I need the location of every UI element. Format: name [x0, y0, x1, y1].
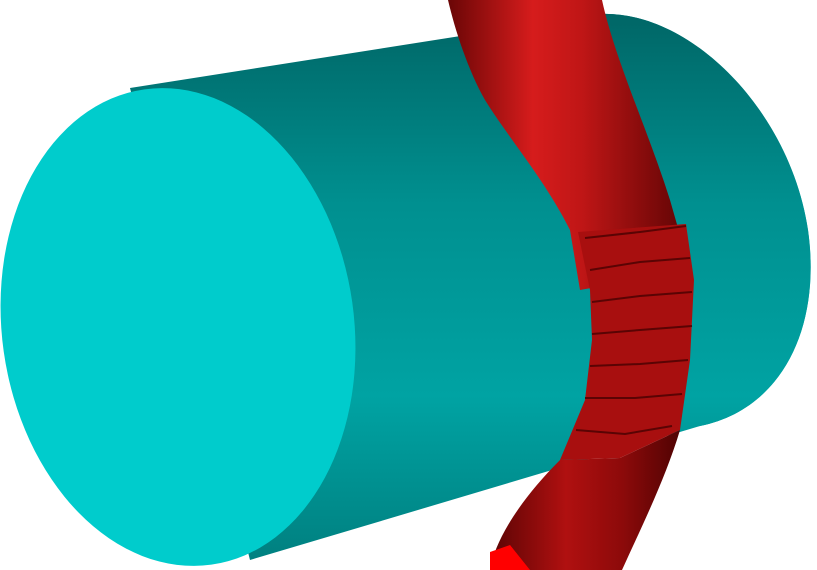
- tube-upper: [448, 0, 690, 290]
- tube-lower: [490, 430, 680, 570]
- tube-middle: [560, 224, 694, 460]
- tube-end-cap: [490, 545, 530, 570]
- tube-segment-lines: [575, 225, 693, 436]
- cylinder-near-cap: [0, 88, 356, 566]
